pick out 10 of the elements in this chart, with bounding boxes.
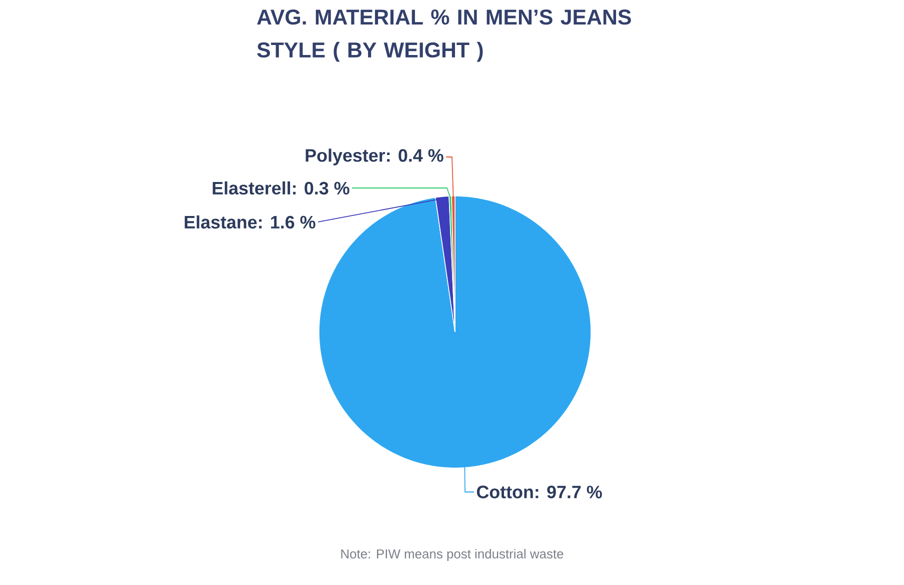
slice-label: Elastane [184, 215, 257, 229]
text: Note: PIW means post industrial waste [341, 548, 564, 562]
data-label: : 0.3 % [293, 182, 350, 195]
data-label: : 0.4 % [387, 149, 444, 162]
data-label: : 97.7 % [536, 486, 602, 498]
slice-label: Polyester [306, 148, 386, 166]
slice-label: Cotton [476, 486, 533, 498]
data-label: : 1.6 % [259, 216, 316, 229]
slice-label: Elasterell [212, 181, 290, 195]
chart-title: AVG. MATERIAL % IN MEN’S JEANS STYLE ( BY WEIGHT ) [257, 10, 631, 62]
